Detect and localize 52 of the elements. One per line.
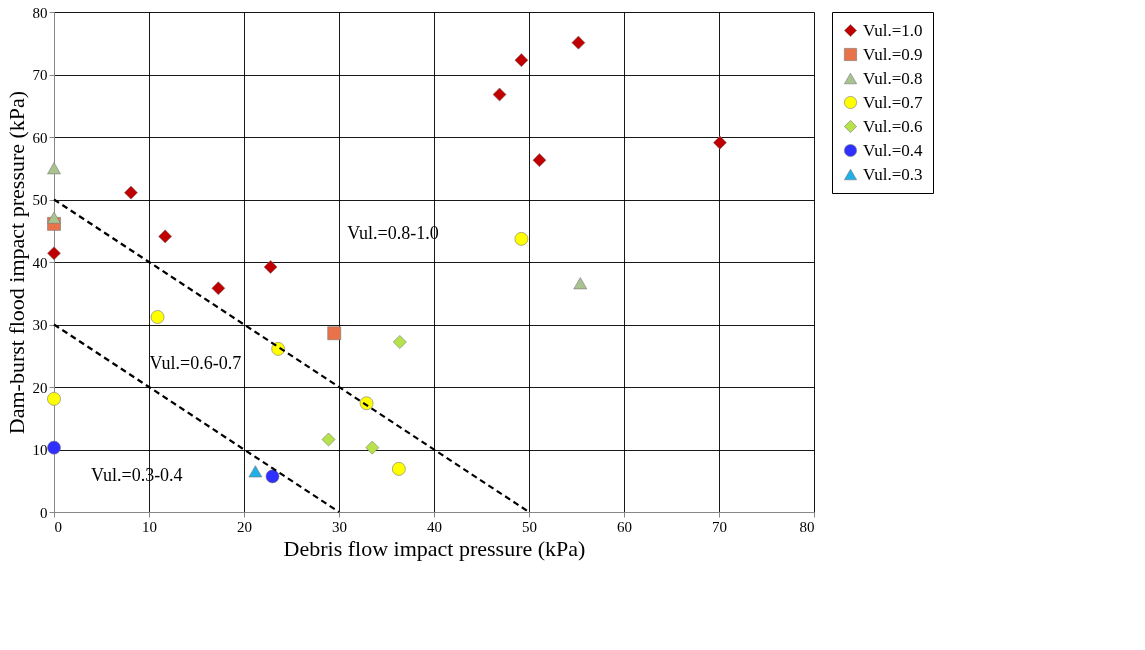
y-axis-title: Dam-burst flood impact pressure (kPa) bbox=[3, 90, 29, 435]
legend-label: Vul.=0.3 bbox=[863, 164, 923, 184]
y-tick-label: 0 bbox=[40, 504, 48, 521]
y-tick-label: 20 bbox=[32, 379, 48, 396]
point bbox=[571, 35, 586, 50]
point bbox=[392, 462, 406, 476]
x-tick-label: 0 bbox=[54, 518, 62, 535]
point bbox=[327, 326, 342, 341]
point bbox=[492, 87, 507, 102]
x-tick-label: 80 bbox=[799, 518, 815, 535]
legend-label: Vul.=0.9 bbox=[863, 44, 923, 64]
point bbox=[47, 440, 61, 455]
point bbox=[158, 229, 172, 244]
legend-label: Vul.=0.4 bbox=[863, 140, 924, 160]
point bbox=[211, 281, 226, 296]
x-tick-label: 40 bbox=[427, 518, 442, 535]
legend-label: Vul.=0.6 bbox=[863, 116, 923, 136]
x-tick-label: 70 bbox=[712, 518, 727, 535]
y-tick-label: 30 bbox=[32, 317, 48, 333]
point bbox=[573, 277, 588, 290]
y-tick-label: 50 bbox=[32, 192, 48, 208]
legend-label: Vul.=1.0 bbox=[863, 20, 923, 40]
x-tick-label: 50 bbox=[522, 518, 537, 535]
y-tick-label: 70 bbox=[32, 67, 48, 83]
point bbox=[47, 162, 61, 175]
point bbox=[124, 185, 138, 200]
point bbox=[47, 392, 61, 406]
point bbox=[392, 335, 407, 349]
point bbox=[514, 53, 529, 67]
point bbox=[713, 135, 727, 150]
point bbox=[248, 465, 263, 478]
point bbox=[532, 153, 547, 167]
x-tick-label: 60 bbox=[617, 518, 632, 535]
x-axis-title: Debris flow impact pressure (kPa) bbox=[283, 535, 586, 561]
x-tick-label: 10 bbox=[142, 518, 157, 535]
point bbox=[263, 260, 278, 274]
y-tick-label: 40 bbox=[32, 254, 48, 271]
point bbox=[265, 469, 280, 484]
y-tick-label: 10 bbox=[32, 442, 48, 458]
y-tick-label: 80 bbox=[32, 4, 48, 21]
point bbox=[514, 232, 529, 246]
annotation: Vul.=0.6-0.7 bbox=[149, 353, 242, 373]
point bbox=[365, 440, 380, 455]
y-tick-label: 60 bbox=[32, 129, 48, 146]
x-tick-label: 20 bbox=[237, 518, 252, 535]
point bbox=[150, 310, 165, 324]
point bbox=[47, 246, 61, 261]
legend-label: Vul.=0.7 bbox=[863, 92, 924, 112]
point bbox=[321, 432, 336, 447]
x-tick-label: 30 bbox=[332, 518, 347, 535]
point bbox=[47, 211, 61, 224]
legend-label: Vul.=0.8 bbox=[863, 68, 923, 88]
